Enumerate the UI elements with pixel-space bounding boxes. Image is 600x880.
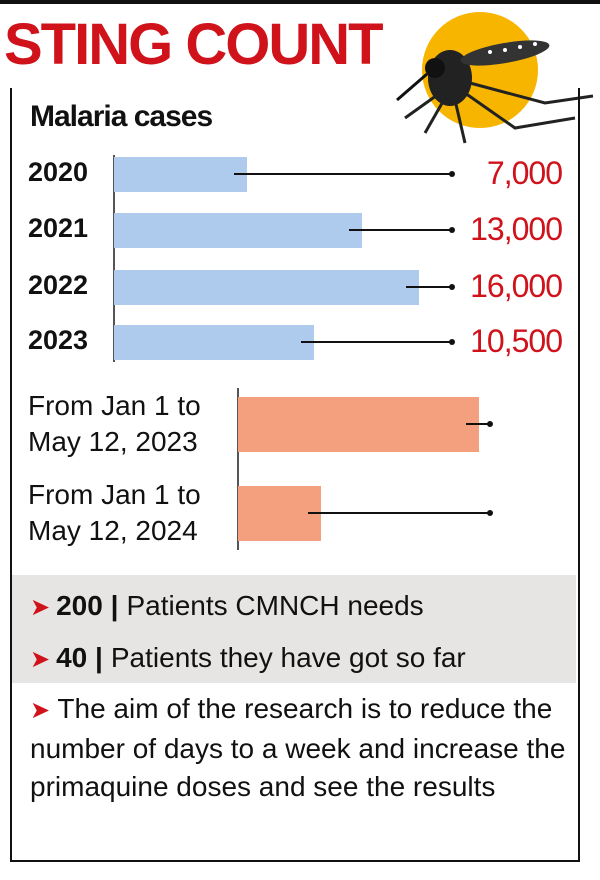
note: ➤ 40 | Patients they have got so far — [30, 642, 466, 674]
leader-dot — [449, 227, 455, 233]
leader-dot — [449, 339, 455, 345]
leader-line — [406, 286, 452, 288]
note-number: 200 | — [56, 590, 119, 621]
category-label: 2020 — [28, 157, 89, 187]
axis-line — [113, 155, 115, 362]
chart-subtitle: Malaria cases — [30, 100, 213, 133]
axis-line — [237, 388, 239, 550]
bar — [114, 324, 315, 360]
bar — [238, 485, 322, 541]
notes-panel — [12, 575, 576, 683]
leader-line — [301, 341, 452, 343]
leader-dot — [487, 510, 493, 516]
leader-line — [234, 173, 452, 175]
leader-dot — [449, 284, 455, 290]
value-label: 13,000 — [470, 211, 563, 247]
top-rule — [0, 0, 600, 4]
bar — [238, 396, 479, 452]
frame — [10, 88, 580, 862]
bullet-arrow: ➤ — [30, 697, 51, 724]
paragraph-text: The aim of the research is to reduce the… — [30, 693, 566, 802]
value-label: 7,000 — [486, 155, 563, 191]
category-label: From Jan 1 to May 12, 2024 — [28, 479, 201, 546]
bar — [114, 212, 362, 248]
category-label: 2023 — [28, 325, 89, 355]
paragraph: ➤ The aim of the research is to reduce t… — [30, 690, 570, 806]
value-label: 16,000 — [470, 268, 563, 304]
category-label: 2022 — [28, 270, 89, 300]
leader-line — [308, 512, 490, 514]
leader-dot — [487, 421, 493, 427]
bullet-arrow: ➤ — [30, 594, 51, 621]
mosquito-icon — [396, 12, 594, 144]
category-label: 2021 — [28, 213, 89, 243]
leader-line — [348, 229, 452, 231]
note-text: Patients they have got so far — [110, 642, 466, 673]
title: STING COUNT — [4, 12, 384, 77]
leader-line — [466, 423, 490, 425]
bar — [114, 269, 419, 305]
bar — [114, 156, 248, 192]
note-text: Patients CMNCH needs — [126, 590, 424, 621]
value-label: 10,500 — [470, 323, 563, 359]
leader-dot — [449, 171, 455, 177]
note-number: 40 | — [56, 642, 103, 673]
category-label: From Jan 1 to May 12, 2023 — [28, 390, 201, 457]
bullet-arrow: ➤ — [30, 646, 51, 673]
note: ➤ 200 | Patients CMNCH needs — [30, 590, 424, 622]
